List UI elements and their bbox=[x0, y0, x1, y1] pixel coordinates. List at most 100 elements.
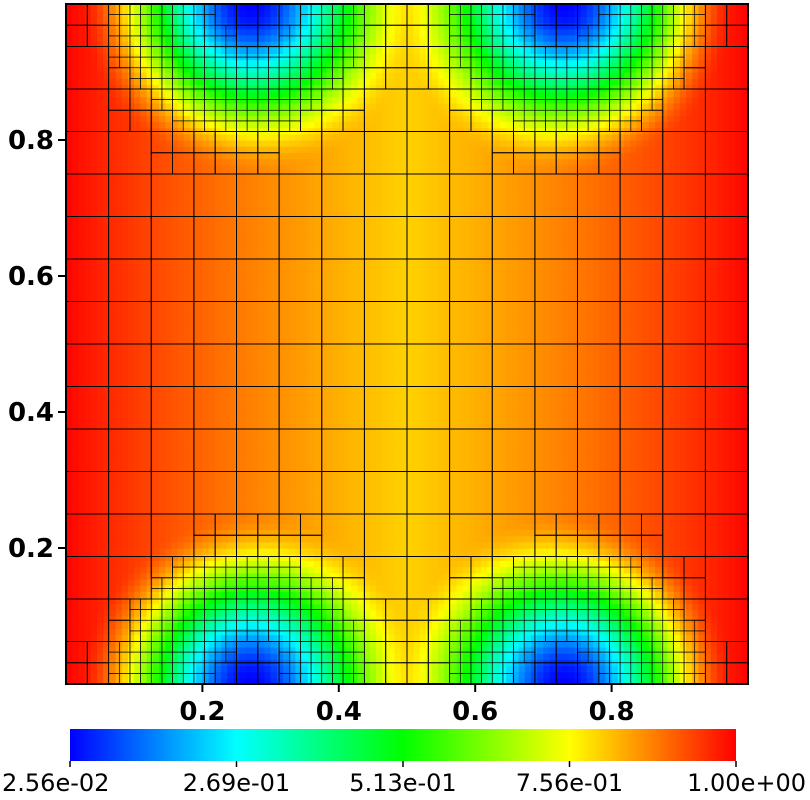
field-cell bbox=[66, 140, 73, 147]
field-cell bbox=[320, 461, 327, 469]
field-cell bbox=[270, 653, 278, 660]
field-cell bbox=[332, 158, 340, 166]
field-cell bbox=[301, 300, 309, 308]
field-cell bbox=[301, 251, 309, 259]
field-cell bbox=[146, 467, 154, 475]
field-cell bbox=[326, 208, 334, 215]
field-cell bbox=[289, 368, 296, 376]
field-cell bbox=[208, 412, 216, 419]
field-cell bbox=[78, 331, 86, 339]
field-cell bbox=[332, 350, 340, 357]
field-cell bbox=[190, 449, 197, 456]
field-cell bbox=[227, 140, 234, 147]
field-cell bbox=[245, 177, 253, 184]
field-cell bbox=[283, 245, 290, 252]
field-cell bbox=[326, 591, 334, 599]
field-cell bbox=[97, 47, 104, 55]
field-cell bbox=[146, 492, 154, 500]
field-cell bbox=[276, 504, 284, 512]
field-cell bbox=[196, 282, 203, 289]
field-cell bbox=[289, 424, 296, 432]
field-cell bbox=[239, 115, 247, 123]
field-cell bbox=[227, 109, 234, 116]
field-cell bbox=[276, 140, 284, 147]
field-cell bbox=[171, 436, 179, 444]
field-cell bbox=[245, 498, 253, 506]
field-cell bbox=[202, 109, 210, 116]
field-cell bbox=[190, 486, 197, 493]
field-cell bbox=[202, 282, 210, 289]
field-cell bbox=[258, 535, 265, 543]
field-cell bbox=[270, 84, 278, 92]
field-cell bbox=[109, 585, 117, 592]
field-cell bbox=[245, 412, 253, 419]
field-cell bbox=[134, 189, 141, 197]
field-cell bbox=[171, 96, 179, 104]
field-cell bbox=[227, 4, 234, 11]
field-cell bbox=[78, 41, 86, 48]
field-cell bbox=[84, 405, 92, 413]
field-cell bbox=[258, 232, 265, 240]
field-cell bbox=[103, 226, 110, 234]
field-cell bbox=[140, 146, 148, 153]
field-cell bbox=[276, 4, 284, 11]
field-cell bbox=[283, 399, 290, 407]
field-cell bbox=[227, 47, 234, 55]
field-cell bbox=[289, 195, 296, 203]
field-cell bbox=[84, 609, 92, 617]
field-cell bbox=[103, 294, 110, 302]
field-cell bbox=[97, 356, 104, 364]
field-cell bbox=[252, 146, 259, 153]
field-cell bbox=[221, 195, 228, 203]
field-cell bbox=[140, 424, 148, 432]
field-cell bbox=[128, 381, 135, 388]
field-cell bbox=[97, 28, 104, 36]
field-cell bbox=[128, 245, 135, 252]
field-cell bbox=[90, 140, 98, 147]
field-cell bbox=[289, 337, 296, 345]
field-cell bbox=[78, 34, 86, 42]
field-cell bbox=[264, 653, 272, 660]
field-cell bbox=[165, 535, 172, 543]
field-cell bbox=[307, 220, 315, 228]
field-cell bbox=[283, 115, 290, 123]
field-cell bbox=[221, 486, 228, 493]
field-cell bbox=[121, 517, 129, 524]
field-cell bbox=[270, 399, 278, 407]
field-cell bbox=[196, 529, 203, 537]
field-cell bbox=[66, 72, 73, 79]
field-cell bbox=[177, 72, 185, 79]
field-cell bbox=[190, 430, 197, 438]
field-cell bbox=[276, 59, 284, 67]
field-cell bbox=[326, 337, 334, 345]
field-cell bbox=[84, 535, 92, 543]
field-cell bbox=[97, 455, 104, 463]
field-cell bbox=[332, 59, 340, 67]
field-cell bbox=[103, 201, 110, 209]
field-cell bbox=[314, 486, 321, 493]
field-cell bbox=[115, 325, 123, 333]
field-cell bbox=[196, 16, 203, 24]
field-cell bbox=[128, 628, 135, 636]
field-cell bbox=[221, 34, 228, 42]
field-cell bbox=[84, 121, 92, 129]
field-cell bbox=[128, 653, 135, 660]
field-cell bbox=[258, 455, 265, 463]
field-cell bbox=[128, 609, 135, 617]
field-cell bbox=[152, 535, 160, 543]
field-cell bbox=[239, 232, 247, 240]
field-cell bbox=[171, 72, 179, 79]
field-cell bbox=[332, 16, 340, 24]
field-cell bbox=[264, 152, 272, 160]
field-cell bbox=[84, 214, 92, 221]
field-cell bbox=[320, 10, 327, 17]
field-cell bbox=[245, 535, 253, 543]
field-cell bbox=[190, 467, 197, 475]
field-cell bbox=[103, 337, 110, 345]
field-cell bbox=[190, 455, 197, 463]
field-cell bbox=[326, 461, 334, 469]
field-cell bbox=[66, 350, 73, 357]
field-cell bbox=[202, 294, 210, 302]
field-cell bbox=[78, 374, 86, 382]
